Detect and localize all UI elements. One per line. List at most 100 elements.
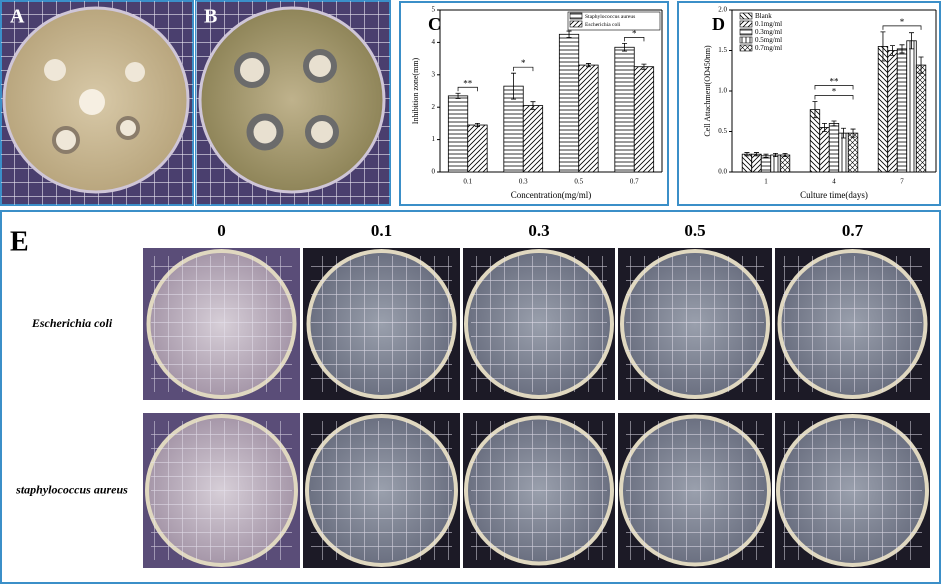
bar: [915, 64, 927, 173]
legend-label: Blank: [755, 12, 772, 20]
plate-grid: [311, 256, 452, 392]
bar: [760, 155, 772, 173]
plate-grid: [783, 256, 922, 392]
y-tick-label: 0.5: [718, 127, 727, 135]
y-tick-label: 0: [432, 168, 436, 176]
column-header: 0.7: [842, 221, 864, 240]
significance-label: **: [463, 78, 473, 88]
x-tick-label: 0.7: [630, 178, 639, 186]
panel-label: D: [712, 14, 725, 34]
error-bar: [530, 101, 536, 110]
error-bar: [889, 45, 895, 56]
legend-swatch: [739, 36, 753, 44]
panel-label: B: [204, 6, 217, 28]
x-tick-label: 7: [900, 178, 904, 186]
photo-b: B: [195, 0, 391, 206]
y-axis-label: Cell Attachment(OD450nm): [703, 45, 712, 137]
x-axis-label: Concentration(mg/ml): [511, 190, 591, 200]
error-bar: [880, 31, 886, 62]
bar: [578, 64, 599, 173]
row-label: Escherichia coli: [31, 316, 113, 330]
bar: [887, 50, 898, 173]
y-tick-label: 1.0: [718, 87, 727, 95]
plate-grid: [626, 256, 764, 392]
bar: [741, 153, 753, 173]
y-tick-label: 1: [432, 135, 436, 143]
column-header: 0.1: [371, 221, 392, 240]
y-tick-label: 3: [432, 70, 436, 78]
significance-bracket: [814, 95, 854, 100]
bar: [633, 66, 655, 173]
plate-grid: [471, 421, 607, 560]
error-bar: [841, 127, 847, 139]
y-tick-label: 0.0: [718, 168, 727, 176]
legend-label: 0.3mg/ml: [755, 28, 782, 36]
bar: [751, 153, 762, 173]
x-tick-label: 1: [764, 178, 768, 186]
panel-c-frame: [399, 1, 669, 206]
significance-label: *: [521, 58, 526, 68]
y-tick-label: 4: [432, 38, 436, 46]
error-bar: [622, 42, 628, 52]
bar: [522, 105, 544, 173]
panel-d-frame: [677, 1, 941, 206]
y-tick-label: 2: [432, 103, 436, 111]
plate-grid: [471, 256, 607, 392]
significance-bracket: [457, 86, 478, 92]
error-bar: [899, 44, 905, 54]
plate-grid: [626, 421, 764, 560]
bar: [877, 46, 889, 173]
legend-swatch: [739, 28, 753, 36]
error-bar: [812, 101, 818, 119]
significance-bracket: [882, 25, 922, 30]
x-tick-label: 4: [832, 178, 836, 186]
bar: [838, 132, 849, 173]
legend-swatch: [569, 12, 583, 20]
chart: D0.00.51.01.52.01 4***7*Culture time(days…: [703, 6, 937, 200]
row-label: staphylococcus aureus: [15, 482, 128, 496]
bar: [847, 132, 859, 173]
legend-swatch: [739, 12, 753, 20]
plate-grid: [143, 248, 930, 568]
legend-swatch: [569, 20, 583, 28]
bar: [447, 95, 469, 173]
bar: [779, 154, 791, 173]
legend-frame: [567, 11, 661, 31]
error-bar: [850, 128, 856, 138]
error-bar: [585, 63, 591, 68]
panel-label: A: [10, 6, 25, 28]
chart: C0123450.1**0.3*0.5***0.7*Concentration(…: [411, 6, 663, 200]
legend-swatch: [739, 44, 753, 52]
significance-label: *: [632, 28, 637, 38]
significance-bracket: [624, 37, 645, 42]
x-axis-label: Culture time(days): [800, 190, 868, 200]
panel-label: E: [10, 226, 29, 257]
y-tick-label: 1.5: [718, 46, 727, 54]
legend-swatch: [739, 20, 753, 28]
legend-label: 0.5mg/ml: [755, 36, 782, 44]
y-tick-label: 2.0: [718, 6, 727, 14]
panel-label: C: [428, 14, 441, 34]
error-bar: [455, 92, 461, 99]
x-tick-label: 0.5: [574, 178, 583, 186]
legend-label: Staphylococcus aureus: [585, 14, 635, 20]
error-bar: [641, 63, 647, 70]
legend-label: 0.1mg/ml: [755, 20, 782, 28]
bar: [614, 46, 635, 173]
error-bar: [763, 153, 769, 158]
error-bar: [782, 152, 788, 158]
bar: [809, 109, 821, 173]
bar: [467, 124, 488, 173]
bar: [828, 123, 840, 173]
significance-bracket: [814, 85, 854, 90]
y-tick-label: 5: [432, 6, 436, 14]
column-header: 0.3: [528, 221, 549, 240]
plate-grid: [783, 421, 922, 560]
error-bar: [474, 123, 480, 128]
plate-grid: [151, 256, 292, 392]
plate-grid: [311, 421, 452, 560]
error-bar: [753, 152, 759, 157]
error-bar: [566, 30, 572, 38]
